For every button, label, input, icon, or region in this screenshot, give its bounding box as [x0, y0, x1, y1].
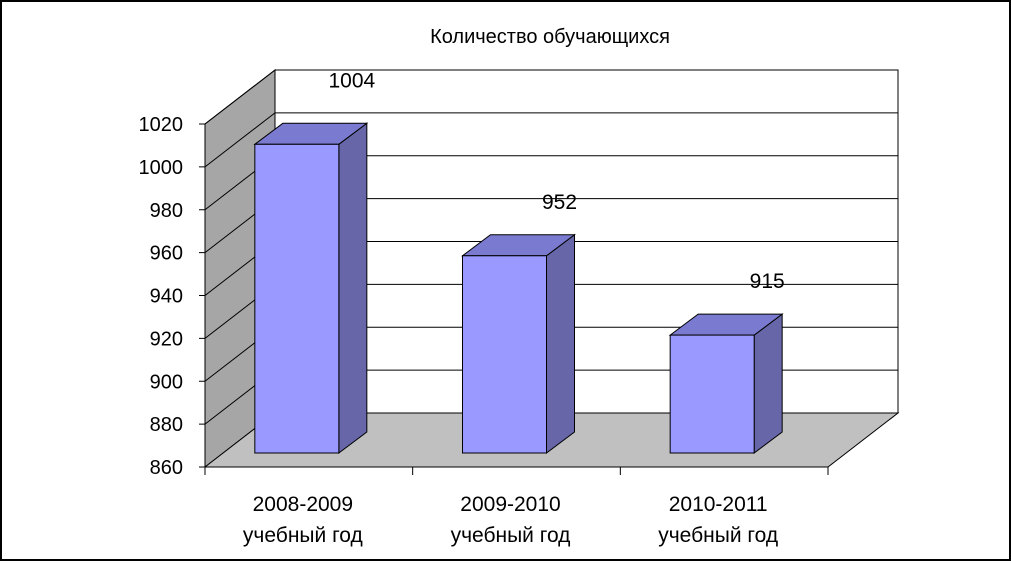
data-labels: 1004 952 915	[328, 69, 784, 293]
y-tick-label: 960	[150, 243, 183, 265]
bar-side	[338, 122, 368, 454]
bar	[461, 233, 576, 454]
x-tick-label: 2010-2011	[669, 493, 768, 516]
bar-front	[669, 334, 755, 454]
bar-front	[254, 143, 340, 454]
x-tick-label: учебный год	[243, 524, 363, 547]
data-label: 915	[750, 270, 785, 293]
x-tick-label: учебный год	[451, 524, 571, 547]
y-tick-label: 1000	[139, 157, 184, 179]
x-tick-label: 2009-2010	[460, 493, 560, 516]
x-axis: 2008-2009 учебный год 2009-2010 учебный год…	[204, 466, 829, 547]
bar-side	[546, 233, 575, 454]
bars	[253, 122, 784, 454]
bar-front	[462, 255, 547, 454]
bar	[253, 122, 369, 454]
chart-title: Количество обучающихся	[430, 26, 670, 48]
y-tick-label: 860	[150, 457, 183, 479]
side-gridline	[204, 112, 276, 168]
side-gridline	[204, 69, 276, 125]
bar	[668, 313, 784, 454]
bar-side	[753, 313, 783, 454]
y-tick-label: 900	[150, 371, 183, 393]
gridlines	[204, 69, 898, 425]
x-tick-label: учебный год	[658, 524, 778, 547]
data-label: 952	[542, 191, 577, 214]
y-tick-label: 980	[150, 200, 183, 222]
y-tick-label: 1020	[139, 114, 184, 136]
y-tick-label: 880	[150, 414, 183, 436]
y-tick-label: 940	[150, 286, 183, 308]
y-tick-label: 920	[150, 328, 183, 350]
y-axis: 860 880 900 920 940 960 980 1000 1020	[139, 114, 206, 479]
x-tick-label: 2008-2009	[253, 493, 353, 516]
data-label: 1004	[328, 69, 375, 92]
